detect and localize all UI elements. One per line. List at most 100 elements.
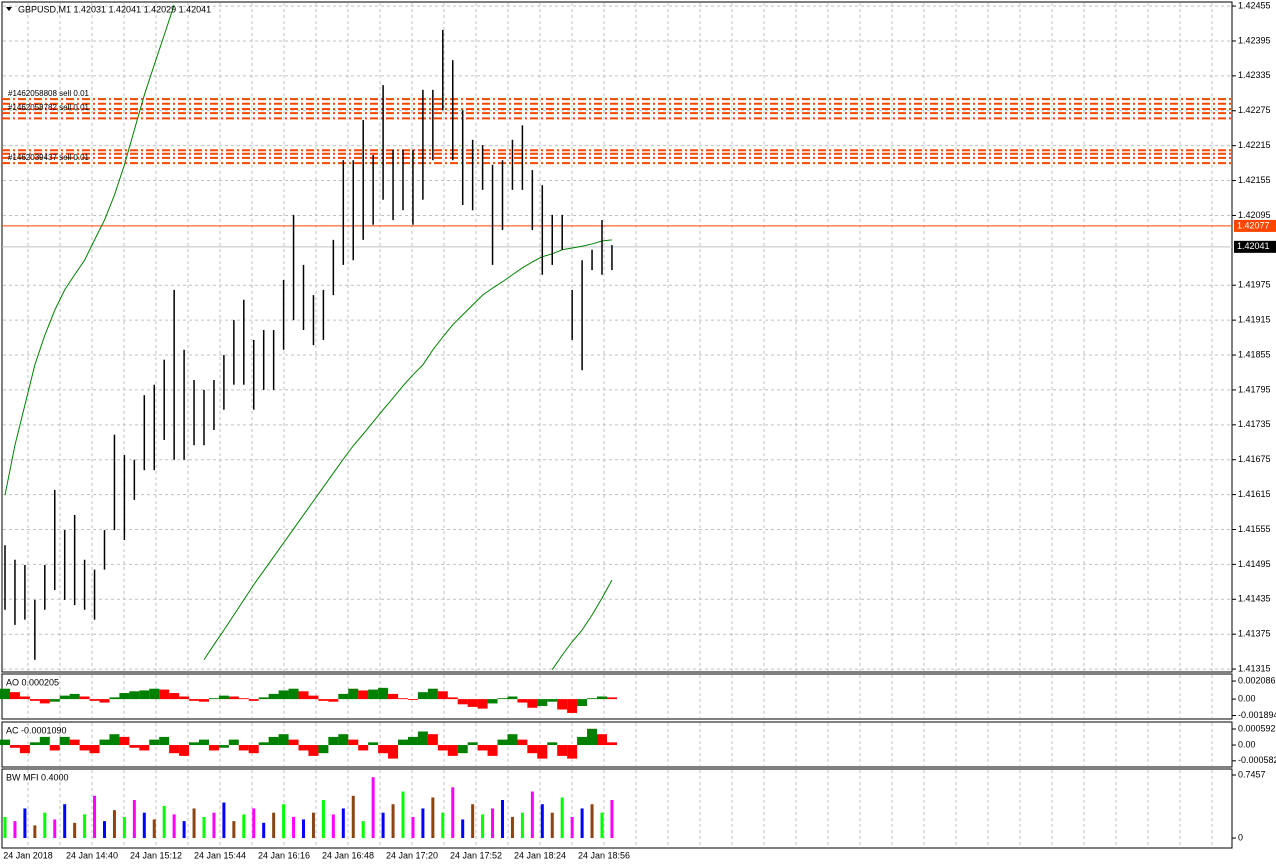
mfi-bar [222,802,226,839]
chart-title: GBPUSD,M1 1.42031 1.42041 1.42029 1.4204… [18,4,211,14]
indicator-title: AC -0.0001090 [6,725,67,735]
histogram-bar [159,689,170,700]
histogram-bar [218,695,229,700]
histogram-bar [79,745,90,751]
histogram-bar [49,699,60,702]
indicator-title: BW MFI 0.4000 [6,772,69,782]
histogram-bar [89,699,100,701]
mfi-bar [93,795,97,839]
histogram-bar [99,699,110,703]
mfi-bar [441,812,445,839]
histogram-bar [159,736,170,746]
bid-label-box [1234,240,1276,253]
histogram-bar [407,736,418,746]
histogram-bar [378,687,389,700]
histogram-bar [398,698,408,700]
histogram-bar [129,745,140,748]
x-tick-label: 24 Jan 18:24 [514,850,566,860]
mfi-bar [182,821,186,839]
histogram-bar [328,699,339,702]
histogram-bar [388,693,399,700]
mfi-bar [610,800,614,839]
histogram-bar [268,736,279,746]
histogram-bar [278,690,289,700]
histogram-bar [437,745,448,751]
histogram-bar [208,745,219,751]
mfi-bar [510,816,514,839]
mfi-bar [560,797,564,839]
y-tick-label: 0.000592 [1238,723,1276,733]
mfi-bar [481,814,485,839]
ask-label-box [1234,219,1276,232]
histogram-bar [308,745,319,756]
histogram-bar [318,745,329,754]
histogram-bar [228,739,239,746]
y-tick-label: 1.41435 [1238,594,1271,604]
y-tick-label: 0.7457 [1238,769,1266,779]
histogram-bar [149,688,160,700]
histogram-bar [457,699,468,705]
histogram-bar [597,734,607,746]
mfi-bar [272,812,276,839]
order-label: #1462058808 sell 0.01 [8,89,90,98]
y-tick-label: 1.42215 [1238,140,1271,150]
histogram-bar [199,739,209,746]
histogram-bar [477,699,488,709]
histogram-bar [407,699,418,700]
y-tick-label: 1.41615 [1238,489,1271,499]
y-tick-label: 1.41555 [1238,524,1271,534]
mfi-bar [23,808,27,839]
mfi-bar [33,825,37,839]
histogram-bar [567,699,578,713]
panel-frame [1,1,1233,673]
mfi-bar [43,812,47,839]
histogram-bar [49,745,60,751]
y-tick-label: -0.001894 [1238,710,1276,720]
mfi-bar [192,808,196,839]
histogram-bar [69,739,80,746]
histogram-bar [189,699,200,701]
histogram-bar [398,739,408,746]
x-tick-label: 24 Jan 18:56 [578,850,630,860]
histogram-bar [447,697,458,700]
histogram-bar [109,734,120,746]
histogram-bar [19,745,30,754]
histogram-bar [358,690,369,700]
histogram-bar [427,734,438,746]
mfi-bar [461,819,465,839]
histogram-bar [417,731,428,746]
histogram-bar [228,696,239,700]
histogram-bar [59,736,70,746]
histogram-bar [59,695,70,700]
histogram-bar [507,696,518,700]
mfi-bar [242,814,246,839]
y-tick-label: 1.41675 [1238,454,1271,464]
moving-average [203,239,613,661]
order-label: #1462039437 sell 0.01 [8,153,90,162]
mfi-bar [520,812,524,839]
mfi-bar [53,819,57,839]
histogram-bar [497,739,508,746]
y-tick-label: 1.42095 [1238,210,1271,220]
mfi-bar [311,812,315,839]
histogram-bar [417,692,428,700]
histogram-bar [497,698,508,700]
x-tick-label: 24 Jan 17:20 [386,850,438,860]
mfi-bar [371,777,375,839]
histogram-bar [258,742,269,746]
mfi-bar [491,808,495,839]
histogram-bar [487,745,498,756]
mfi-bar [152,819,156,839]
histogram-bar [69,693,80,700]
histogram-bar [537,745,548,759]
mfi-bar [112,810,116,839]
mfi-bar [401,791,405,839]
histogram-bar [487,699,498,704]
histogram-bar [109,697,120,700]
x-tick-label: 24 Jan 2018 [3,850,53,860]
mfi-bar [13,821,17,839]
mfi-bar [122,816,126,839]
histogram-bar [517,739,528,746]
y-tick-label: 1.41795 [1238,384,1271,394]
